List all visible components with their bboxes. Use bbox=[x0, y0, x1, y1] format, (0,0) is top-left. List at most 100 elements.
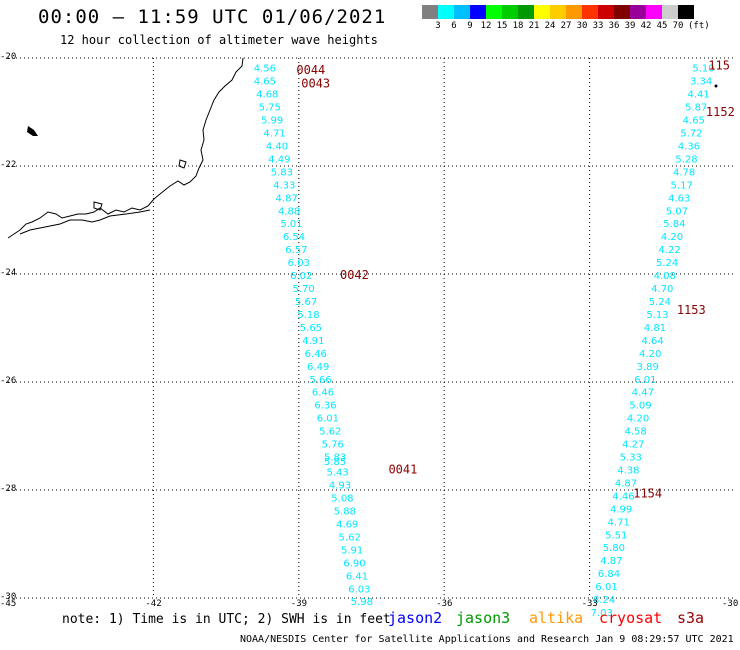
latitude-tick-label: -22 bbox=[0, 160, 17, 170]
color-swatch bbox=[646, 5, 662, 19]
wave-height-value: 4.87 bbox=[600, 556, 622, 567]
wave-height-value: 4.65 bbox=[683, 116, 705, 127]
page-subtitle: 12 hour collection of altimeter wave hei… bbox=[60, 33, 378, 47]
coastline bbox=[7, 57, 244, 239]
latitude-tick-label: -30 bbox=[0, 592, 17, 602]
pass-time-label: 0043 bbox=[301, 76, 330, 90]
wave-height-value: 5.83 bbox=[271, 167, 293, 178]
wave-height-value: 4.58 bbox=[625, 427, 647, 438]
wave-height-value: 4.47 bbox=[632, 388, 654, 399]
color-swatch bbox=[454, 5, 470, 19]
wave-height-value: 4.69 bbox=[336, 519, 358, 530]
coastline-path bbox=[7, 57, 244, 239]
wave-height-value: 4.78 bbox=[673, 167, 695, 178]
wave-height-value: 5.62 bbox=[339, 532, 361, 543]
coastline-bay bbox=[19, 209, 151, 235]
wave-height-value: 4.99 bbox=[610, 504, 632, 515]
pass-time-label: 0044 bbox=[296, 63, 325, 77]
wave-height-value: 6.36 bbox=[314, 401, 336, 412]
color-swatch bbox=[550, 5, 566, 19]
wave-height-value: 6.02 bbox=[290, 271, 312, 282]
color-swatch bbox=[470, 5, 486, 19]
wave-height-value: 5.87 bbox=[685, 103, 707, 114]
color-legend-label: 18 bbox=[512, 21, 524, 31]
wave-height-value: 6.41 bbox=[346, 571, 368, 582]
island-shape bbox=[93, 201, 103, 211]
wave-height-value: 4.36 bbox=[678, 141, 700, 152]
color-legend-label: 24 bbox=[544, 21, 556, 31]
wave-height-value: 5.65 bbox=[300, 323, 322, 334]
wave-height-value: 5.80 bbox=[603, 543, 625, 554]
color-legend-label: 39 bbox=[624, 21, 636, 31]
wave-height-value: 6.03 bbox=[348, 584, 370, 595]
color-legend-label: 21 bbox=[528, 21, 540, 31]
longitude-tick-label: -33 bbox=[581, 599, 598, 609]
satellite-label-jason2: jason2 bbox=[388, 609, 443, 627]
color-swatch bbox=[422, 5, 438, 19]
wave-height-value: 5.72 bbox=[680, 129, 702, 140]
wave-height-value: 5.07 bbox=[666, 206, 688, 217]
island-shape bbox=[27, 126, 38, 136]
wave-height-value: 4.63 bbox=[668, 193, 690, 204]
longitude-tick-label: -39 bbox=[290, 599, 308, 609]
color-legend-label: 27 bbox=[560, 21, 572, 31]
wave-height-value: 4.40 bbox=[266, 141, 288, 152]
color-legend-label: 15 bbox=[496, 21, 508, 31]
wave-height-value: 5.76 bbox=[322, 440, 344, 451]
footer-note: note: 1) Time is in UTC; 2) SWH is in fe… bbox=[62, 612, 391, 627]
longitude-tick-label: -30 bbox=[722, 599, 739, 609]
color-swatch bbox=[502, 5, 518, 19]
wave-height-value: 4.22 bbox=[658, 245, 680, 256]
wave-height-value: 4.46 bbox=[612, 491, 634, 502]
satellite-label-cryosat: cryosat bbox=[599, 609, 663, 627]
wave-height-value: 6.54 bbox=[283, 232, 305, 243]
wave-height-value: 5.01 bbox=[280, 219, 302, 230]
latitude-tick-label: -28 bbox=[0, 484, 17, 494]
wave-height-value: 6.01 bbox=[634, 375, 656, 386]
color-legend-label: 12 bbox=[480, 21, 492, 31]
color-legend-label: 42 bbox=[640, 21, 652, 31]
wave-height-value: 6.01 bbox=[317, 414, 339, 425]
wave-height-value: 4.70 bbox=[651, 284, 673, 295]
latitude-tick-label: -20 bbox=[0, 52, 17, 62]
color-swatch bbox=[614, 5, 630, 19]
wave-height-value: 5.24 bbox=[656, 258, 678, 269]
wave-height-value: 6.84 bbox=[598, 569, 620, 580]
wave-height-value: 5.09 bbox=[629, 401, 651, 412]
color-swatch bbox=[678, 5, 694, 19]
color-legend-label: 70 bbox=[672, 21, 684, 31]
pass-time-label: 115 bbox=[708, 58, 730, 72]
wave-height-value: 4.87 bbox=[276, 193, 298, 204]
color-legend-label: 6 bbox=[451, 21, 457, 31]
wave-height-value: 6.57 bbox=[285, 245, 307, 256]
wave-height-value: 6.49 bbox=[307, 362, 329, 373]
color-swatch bbox=[518, 5, 534, 19]
wave-height-value: 5.24 bbox=[649, 297, 671, 308]
satellite-label-s3a: s3a bbox=[677, 609, 705, 627]
wave-height-value: 5.75 bbox=[259, 103, 281, 114]
color-legend-label: 45 bbox=[656, 21, 668, 31]
wave-height-value: 5.98 bbox=[351, 597, 373, 608]
color-swatch bbox=[598, 5, 614, 19]
wave-height-value: 5.10 bbox=[692, 64, 714, 75]
wave-height-value: 4.38 bbox=[617, 465, 639, 476]
wave-height-value: 4.81 bbox=[644, 323, 666, 334]
wave-height-value: 4.08 bbox=[654, 271, 676, 282]
wave-height-value: 6.46 bbox=[305, 349, 327, 360]
wave-height-value: 8.24 bbox=[593, 595, 615, 606]
latitude-tick-label: -26 bbox=[0, 376, 17, 386]
credit-line: NOAA/NESDIS Center for Satellite Applica… bbox=[240, 634, 734, 645]
pass-time-label: 0041 bbox=[388, 462, 417, 476]
color-legend-bar bbox=[422, 5, 694, 24]
wave-height-value: 7.03 bbox=[591, 608, 613, 619]
longitude-tick-label: -36 bbox=[436, 599, 453, 609]
color-swatch bbox=[582, 5, 598, 19]
wave-height-value: 4.20 bbox=[661, 232, 683, 243]
wave-height-value: 5.70 bbox=[293, 284, 315, 295]
wave-height-value: 5.18 bbox=[297, 310, 319, 321]
wave-height-value: 5.99 bbox=[261, 116, 283, 127]
wave-height-value: 5.08 bbox=[331, 494, 353, 505]
wave-height-value: 4.56 bbox=[254, 64, 276, 75]
